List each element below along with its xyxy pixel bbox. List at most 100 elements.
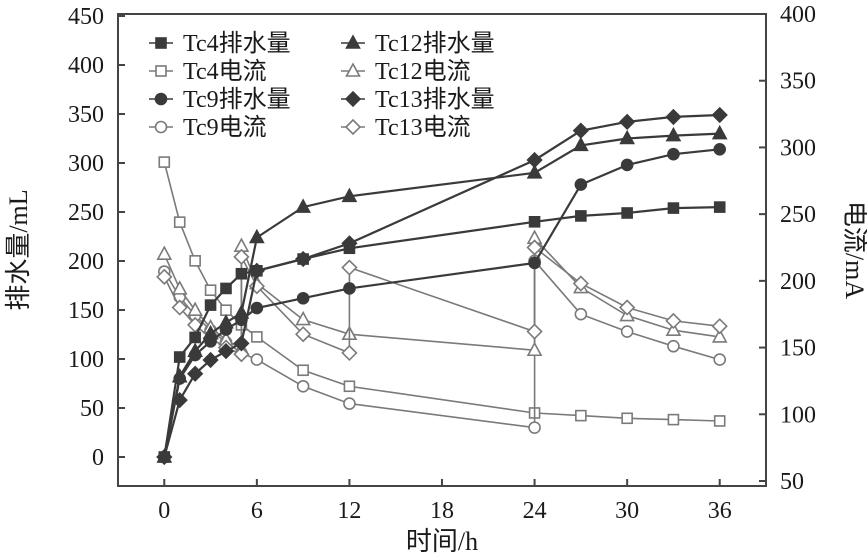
series-1: [158, 156, 726, 427]
series-6-point: [711, 106, 728, 124]
series-7-point: [572, 275, 589, 292]
series-1-point: [251, 331, 263, 343]
legend-marker: [344, 118, 362, 136]
x-tick-label: 6: [251, 498, 263, 524]
series-6-point: [202, 351, 219, 369]
y-left-tick-label: 300: [68, 151, 104, 177]
series-6-point: [295, 250, 312, 268]
legend-marker: [154, 92, 168, 106]
y-right-tick-label: 350: [780, 69, 816, 95]
legend-item: Tc13电流: [341, 114, 471, 141]
series-2-point: [667, 147, 680, 161]
legend-marker: [345, 34, 361, 49]
series-layer: [156, 106, 728, 466]
series-0-point: [621, 207, 633, 219]
x-tick-label: 36: [708, 498, 732, 524]
series-7-point: [171, 299, 188, 316]
series-0-point: [189, 331, 201, 344]
series-3-point: [528, 421, 541, 434]
series-2-point: [296, 291, 310, 305]
series-4-point: [665, 126, 682, 142]
series-6-point: [341, 235, 358, 252]
series-4-point: [573, 136, 589, 152]
y-right-tick-label: 200: [780, 269, 816, 295]
series-7-point: [156, 268, 173, 285]
series-1-point: [189, 255, 201, 267]
y-left-tick-label: 150: [68, 298, 104, 324]
series-7-point: [341, 259, 358, 276]
series-2-point: [343, 282, 356, 295]
series-7-point: [526, 239, 543, 256]
series-5-point: [526, 341, 543, 357]
legend-label: Tc13电流: [375, 114, 471, 141]
y-left-tick-label: 450: [68, 4, 104, 30]
legend-item: Tc12电流: [341, 58, 471, 85]
series-1-point: [297, 364, 309, 377]
legend: Tc4排水量 Tc12排水量 Tc4电流 Tc12电流 Tc9排水量 Tc13排水量 Tc9…: [149, 30, 495, 141]
x-axis-title: 时间/h: [406, 527, 478, 556]
series-5-point: [711, 328, 728, 343]
series-0-point: [528, 216, 541, 228]
series-4-line: [163, 132, 720, 458]
y-axis-left-title: 排水量/mL: [4, 189, 33, 310]
series-7-point: [711, 318, 728, 335]
series-2-point: [528, 256, 541, 270]
y-right-tick-label: 150: [780, 336, 816, 362]
series-2-point: [620, 158, 634, 172]
series-1-point: [158, 156, 171, 168]
series-6: [156, 106, 728, 466]
x-tick-label: 18: [430, 498, 454, 524]
series-3-point: [296, 379, 310, 393]
x-tick-label: 30: [615, 498, 639, 524]
series-7-point: [233, 248, 250, 265]
legend-marker: [155, 65, 167, 77]
series-5-point: [156, 245, 173, 260]
series-1-point: [621, 412, 633, 425]
series-2-point: [250, 301, 264, 315]
series-6-point: [665, 108, 682, 126]
series-4: [156, 124, 728, 463]
legend-marker: [345, 62, 361, 77]
series-1-point: [713, 415, 726, 427]
y-left-tick-label: 200: [68, 249, 104, 275]
series-3-point: [620, 325, 634, 338]
legend-item: Tc12排水量: [341, 30, 495, 57]
legend-label: Tc4排水量: [183, 30, 291, 57]
series-4-point: [526, 164, 543, 179]
series-0-point: [667, 202, 680, 214]
series-7-point: [233, 346, 250, 363]
y-right-tick-label: 300: [780, 135, 816, 161]
legend-label: Tc4电流: [183, 58, 267, 85]
legend-item: Tc4排水量: [149, 30, 291, 57]
legend-label: Tc13排水量: [375, 86, 495, 113]
series-4-point: [249, 228, 265, 244]
series-6-point: [171, 392, 188, 409]
legend-marker: [154, 120, 168, 134]
series-5-point: [665, 321, 682, 337]
y-right-tick-label: 50: [780, 469, 804, 495]
series-6-point: [526, 151, 543, 169]
series-1-point: [575, 409, 587, 422]
legend-item: Tc4电流: [149, 58, 267, 85]
legend-item: Tc13排水量: [341, 86, 495, 113]
series-4-point: [711, 124, 728, 140]
series-5-point: [187, 301, 203, 317]
series-7-point: [341, 344, 358, 362]
series-2-point: [574, 178, 588, 191]
series-4-point: [619, 129, 635, 145]
series-6-point: [156, 448, 173, 466]
series-3-point: [343, 397, 356, 410]
series-3-point: [713, 353, 727, 366]
x-tick-label: 12: [337, 498, 361, 524]
series-4-point: [341, 187, 358, 203]
series-3-point: [574, 307, 588, 321]
y-left-tick-label: 400: [68, 53, 104, 79]
series-7-point: [295, 326, 312, 343]
series-4-point: [295, 198, 311, 213]
legend-item: Tc9排水量: [149, 86, 291, 113]
y-right-tick-label: 250: [780, 202, 816, 228]
axis-ticks: 0 6 12 18 24 30 36 0 50 100 150 200 250 300 350 400 450 5…: [68, 2, 816, 524]
series-5-point: [171, 280, 188, 295]
series-1-point: [220, 304, 232, 317]
series-2-point: [713, 142, 727, 156]
